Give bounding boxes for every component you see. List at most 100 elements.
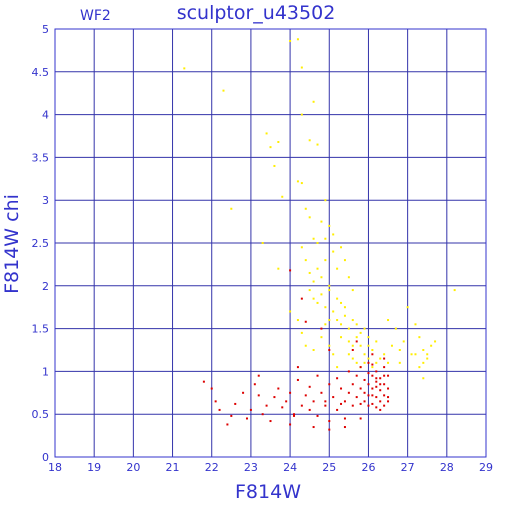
x-tick-label: 22 — [205, 461, 219, 474]
red-point — [351, 349, 354, 351]
y-tick-label: 2.5 — [32, 237, 50, 250]
yellow-point — [300, 182, 303, 185]
red-point — [253, 383, 256, 386]
yellow-point — [347, 340, 350, 343]
red-point — [371, 374, 374, 377]
yellow-point — [434, 340, 437, 343]
red-point — [304, 394, 307, 397]
x-axis-label: F814W — [235, 481, 301, 503]
yellow-point — [336, 267, 339, 270]
yellow-point — [351, 319, 354, 322]
red-point — [383, 357, 386, 360]
red-point — [289, 423, 292, 426]
yellow-point — [336, 366, 339, 369]
red-point — [269, 420, 272, 423]
yellow-point — [406, 306, 409, 309]
yellow-point — [308, 139, 311, 142]
yellow-point — [398, 349, 401, 351]
y-tick-label: 0 — [42, 451, 49, 464]
yellow-point — [300, 113, 303, 116]
red-point — [371, 387, 374, 390]
red-point — [320, 327, 323, 330]
yellow-point — [355, 323, 358, 326]
x-tick-label: 23 — [244, 461, 258, 474]
red-point — [363, 391, 366, 394]
red-point — [332, 396, 335, 399]
red-point — [387, 396, 390, 399]
yellow-point — [277, 140, 280, 143]
red-point — [245, 417, 248, 420]
yellow-point — [289, 39, 292, 42]
red-point — [387, 400, 390, 403]
yellow-point — [343, 259, 346, 262]
red-point — [230, 414, 233, 417]
red-point — [214, 400, 217, 403]
yellow-point — [320, 220, 323, 223]
red-point — [363, 400, 366, 403]
yellow-point — [340, 301, 343, 304]
red-point — [383, 374, 386, 377]
red-point — [281, 406, 284, 409]
red-point — [367, 394, 370, 397]
red-point — [375, 380, 378, 383]
red-point — [328, 420, 331, 423]
red-point — [375, 385, 378, 388]
red-point — [371, 402, 374, 405]
red-point — [347, 391, 350, 394]
red-point — [289, 391, 292, 394]
yellow-point — [347, 327, 350, 330]
yellow-point — [316, 242, 319, 244]
yellow-point — [308, 216, 311, 219]
yellow-point — [300, 66, 303, 69]
yellow-point — [269, 146, 272, 149]
red-point — [210, 387, 213, 390]
red-point — [351, 404, 354, 407]
yellow-point — [418, 336, 421, 339]
yellow-point — [367, 357, 370, 360]
yellow-point — [430, 344, 433, 347]
yellow-point — [387, 361, 390, 364]
yellow-point — [383, 353, 386, 356]
y-tick-label: 3.5 — [32, 151, 50, 164]
red-point — [375, 396, 378, 399]
yellow-point — [289, 310, 292, 313]
red-point — [202, 380, 205, 383]
red-point — [242, 391, 245, 394]
x-tick-label: 26 — [361, 461, 375, 474]
x-tick-label: 29 — [479, 461, 493, 474]
y-tick-label: 0.5 — [32, 408, 50, 421]
red-point — [359, 366, 362, 369]
x-tick-label: 27 — [401, 461, 415, 474]
yellow-point — [320, 336, 323, 339]
yellow-point — [300, 246, 303, 249]
yellow-point — [281, 195, 284, 198]
yellow-point — [351, 344, 354, 347]
red-point — [340, 387, 343, 390]
y-tick-labels: 0 0.5 1 1.5 2 2.5 3 3.5 4 4.5 5 — [32, 23, 50, 464]
yellow-point — [336, 319, 339, 322]
red-point — [277, 387, 280, 390]
red-point — [328, 383, 331, 386]
red-point — [367, 383, 370, 386]
y-tick-label: 4 — [42, 109, 49, 122]
red-point — [340, 402, 343, 405]
red-point — [359, 402, 362, 405]
red-point — [312, 426, 315, 429]
red-point — [312, 400, 315, 403]
x-tick-label: 19 — [87, 461, 101, 474]
yellow-point — [426, 353, 429, 356]
plot-frame — [54, 28, 487, 458]
yellow-point — [367, 336, 370, 339]
yellow-point — [328, 319, 331, 322]
yellow-point — [332, 353, 335, 356]
red-point — [265, 404, 268, 407]
red-point — [367, 404, 370, 407]
red-point — [359, 417, 362, 420]
red-point — [289, 269, 292, 272]
yellow-point — [359, 344, 362, 347]
yellow-point — [312, 237, 315, 240]
red-point — [379, 389, 382, 392]
yellow-point — [422, 349, 425, 351]
red-point — [351, 383, 354, 386]
x-tick-label: 20 — [126, 461, 140, 474]
